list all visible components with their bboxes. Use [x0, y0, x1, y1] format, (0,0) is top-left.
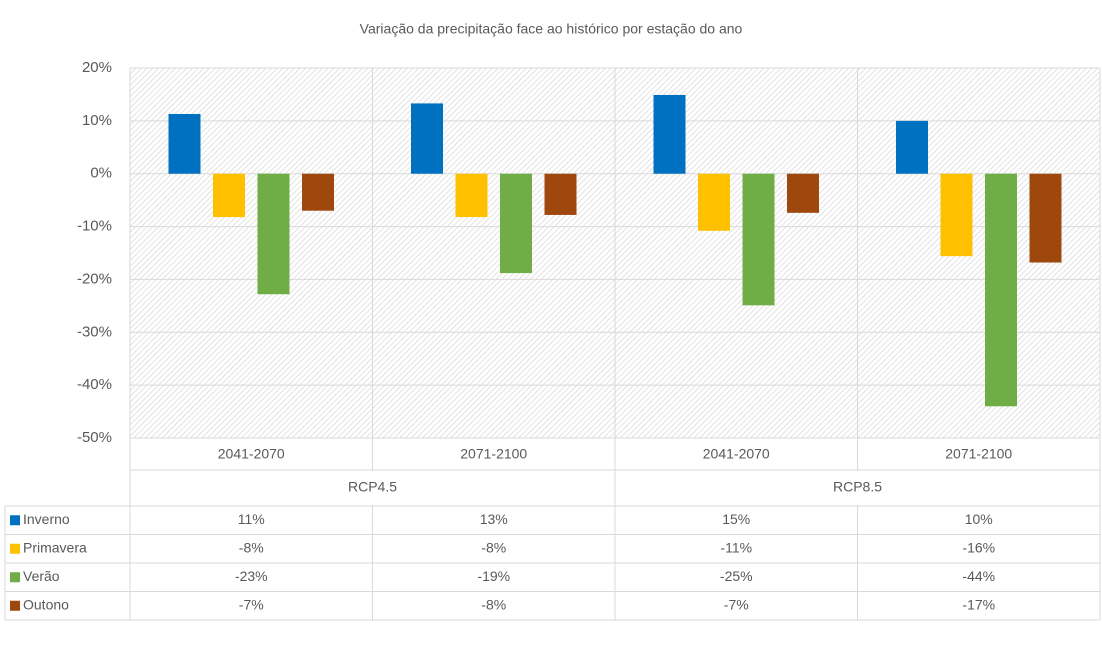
group-label: RCP8.5: [833, 479, 882, 495]
table-cell: -23%: [235, 568, 268, 584]
y-tick-label: -30%: [77, 323, 112, 340]
y-tick-label: -40%: [77, 376, 112, 393]
table-cell: 15%: [722, 511, 750, 527]
bar: [168, 113, 201, 174]
table-cell: -11%: [720, 539, 752, 555]
legend-swatch: [10, 515, 20, 526]
bar: [985, 173, 1017, 407]
bar: [787, 173, 819, 213]
legend-label: Inverno: [23, 511, 70, 527]
table-cell: -19%: [477, 568, 510, 584]
group-label: RCP4.5: [348, 479, 397, 495]
bar: [544, 173, 577, 215]
legend-swatch: [10, 543, 20, 554]
table-cell: -7%: [239, 596, 264, 612]
table-cell: -16%: [962, 539, 995, 555]
bar: [455, 173, 488, 218]
y-tick-label: -50%: [77, 429, 112, 446]
bar: [500, 173, 532, 274]
table-gap: [856, 471, 859, 505]
x-tick-label: 2071-2100: [945, 446, 1012, 462]
legend-swatch: [10, 600, 20, 611]
bar: [653, 94, 686, 174]
x-tick-label: 2071-2100: [460, 446, 527, 462]
table-cell: -17%: [962, 596, 995, 612]
table-gap: [371, 471, 374, 505]
bar: [742, 173, 775, 306]
legend-label: Outono: [23, 596, 69, 612]
y-tick-label: 10%: [82, 112, 112, 129]
table-cell: 10%: [965, 511, 993, 527]
legend-swatch: [10, 572, 20, 583]
y-tick-label: 0%: [90, 165, 112, 182]
legend-label: Verão: [23, 568, 60, 584]
bar: [1029, 173, 1062, 263]
bar: [411, 103, 443, 174]
table-cell: -7%: [724, 596, 749, 612]
x-tick-label: 2041-2070: [218, 446, 285, 462]
table-cell: 13%: [480, 511, 508, 527]
table-cell: -8%: [481, 596, 506, 612]
y-tick-label: -10%: [77, 218, 112, 235]
table-cell: -8%: [239, 539, 264, 555]
legend-label: Primavera: [23, 539, 87, 555]
table-cell: -25%: [720, 568, 753, 584]
bar: [302, 173, 334, 211]
bar: [257, 173, 290, 295]
bar: [213, 173, 245, 218]
x-tick-label: 2041-2070: [703, 446, 770, 462]
table-cell: 11%: [238, 511, 265, 527]
y-tick-label: 20%: [82, 59, 112, 76]
bar: [698, 173, 730, 231]
bar: [940, 173, 973, 257]
table-cell: -8%: [481, 539, 506, 555]
chart-title: Variação da precipitação face ao históri…: [360, 21, 743, 37]
bar: [896, 120, 928, 174]
table-cell: -44%: [962, 568, 995, 584]
y-tick-label: -20%: [77, 270, 112, 287]
